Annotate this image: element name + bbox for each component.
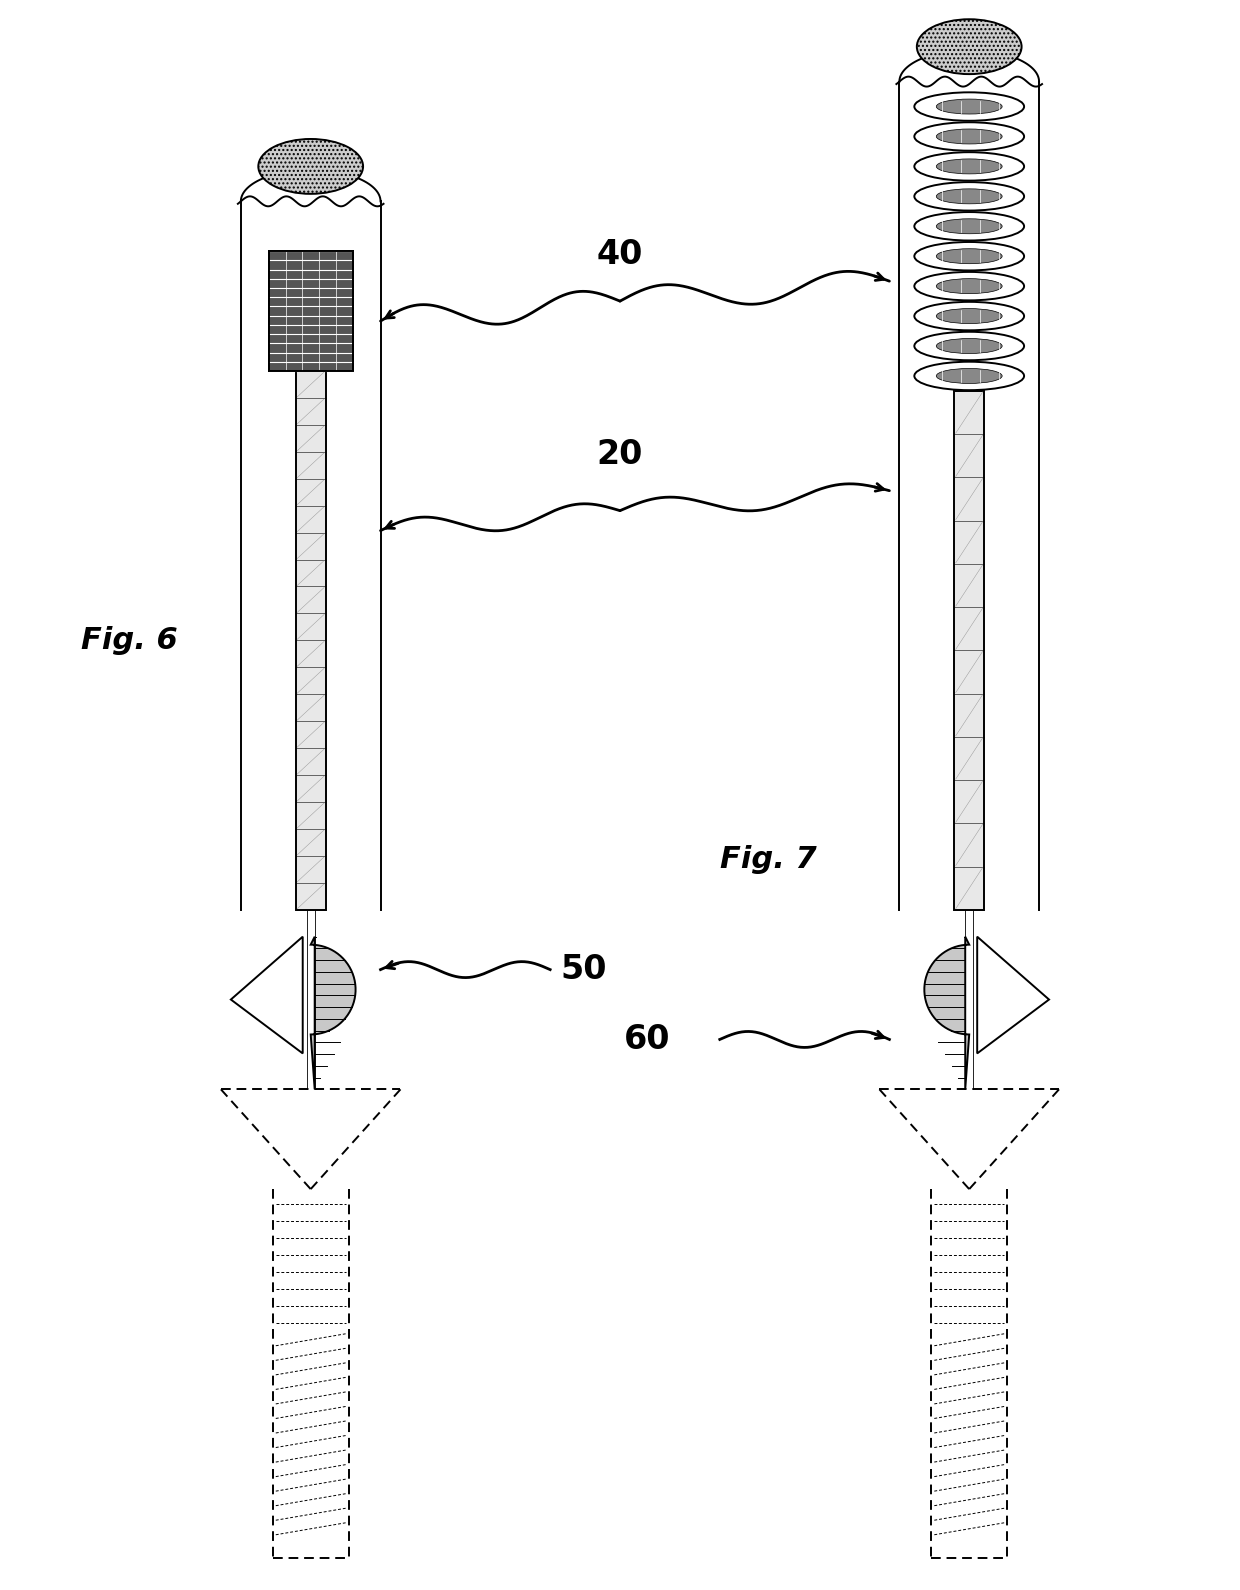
Bar [955, 391, 985, 909]
Ellipse shape [914, 242, 1024, 270]
Ellipse shape [914, 302, 1024, 331]
Ellipse shape [258, 138, 363, 194]
Text: Fig. 6: Fig. 6 [81, 626, 179, 655]
Ellipse shape [936, 308, 1002, 323]
Ellipse shape [914, 211, 1024, 240]
Ellipse shape [936, 248, 1002, 264]
Ellipse shape [914, 122, 1024, 151]
Ellipse shape [936, 219, 1002, 234]
Ellipse shape [914, 92, 1024, 121]
Bar [269, 251, 352, 370]
Text: 20: 20 [596, 437, 644, 471]
Ellipse shape [916, 19, 1022, 75]
Text: 50: 50 [560, 952, 606, 986]
Ellipse shape [914, 272, 1024, 301]
Ellipse shape [914, 183, 1024, 210]
Polygon shape [924, 937, 970, 1089]
Ellipse shape [936, 369, 1002, 383]
Ellipse shape [936, 129, 1002, 145]
Text: 40: 40 [596, 238, 644, 272]
Ellipse shape [936, 189, 1002, 204]
Ellipse shape [936, 339, 1002, 353]
Polygon shape [311, 937, 356, 1089]
Ellipse shape [914, 153, 1024, 181]
Text: Fig. 7: Fig. 7 [719, 846, 816, 874]
Ellipse shape [936, 278, 1002, 294]
Bar [295, 370, 326, 909]
Ellipse shape [914, 361, 1024, 390]
Ellipse shape [936, 99, 1002, 114]
Polygon shape [231, 937, 303, 1054]
Text: 60: 60 [624, 1022, 670, 1056]
Bar [269, 251, 352, 370]
Ellipse shape [936, 159, 1002, 173]
Polygon shape [977, 937, 1049, 1054]
Ellipse shape [914, 332, 1024, 361]
